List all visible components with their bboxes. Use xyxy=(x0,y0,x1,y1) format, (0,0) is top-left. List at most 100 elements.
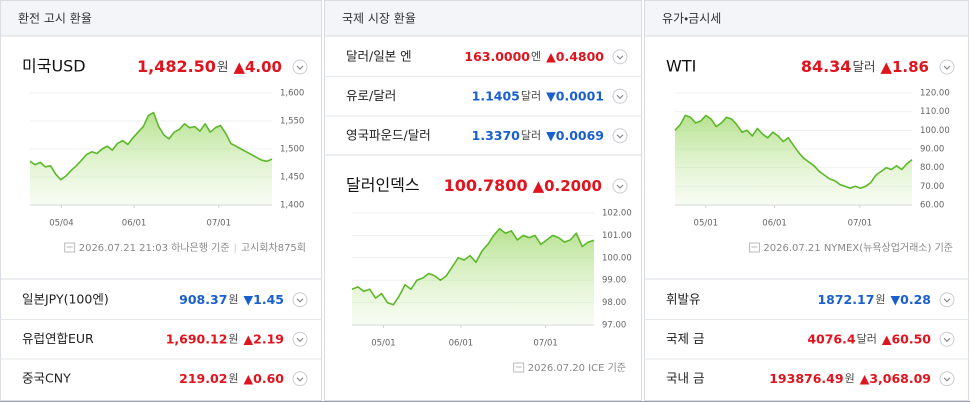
quote-change: ▲2.19 xyxy=(244,331,284,346)
expand-button[interactable] xyxy=(939,59,955,75)
expand-button[interactable] xyxy=(292,292,308,308)
row-name: 유로/달러 xyxy=(346,88,396,103)
quote-value: 1.3370 xyxy=(472,127,521,142)
quote-value: 4076.4 xyxy=(807,331,856,346)
quote-value: 84.34 xyxy=(801,57,852,76)
quote-change: ▲0.2000 xyxy=(533,177,602,195)
chevron-icon[interactable] xyxy=(616,184,624,189)
expand-button[interactable] xyxy=(292,59,308,75)
chevron-icon[interactable] xyxy=(943,298,951,303)
footer: 2026.07.20 ICE 기준 xyxy=(528,362,626,374)
x-tick-label: 06/01 xyxy=(122,219,147,229)
y-tick-label: 1,550 xyxy=(280,117,304,127)
expand-button[interactable] xyxy=(939,331,955,347)
button-circle[interactable] xyxy=(939,59,955,75)
area xyxy=(352,228,594,325)
quote-value: 1872.17 xyxy=(817,291,874,306)
y-tick-label: 110.00 xyxy=(920,107,950,117)
quote: 1872.17원 ▼0.28 xyxy=(817,291,931,306)
y-tick-label: 100.00 xyxy=(602,253,632,263)
quote-row: 유럽연합EUR 1,690.12원 ▲2.19 xyxy=(0,319,322,347)
panel-header-bg xyxy=(325,1,641,36)
quote-value: 1,690.12 xyxy=(166,331,228,346)
y-tick-label: 120.00 xyxy=(920,89,950,99)
expand-button[interactable] xyxy=(612,178,628,194)
chevron-icon[interactable] xyxy=(296,65,304,70)
line xyxy=(674,114,913,189)
row-name: 일본JPY(100엔) xyxy=(22,291,109,306)
y-tick-label: 90.00 xyxy=(920,145,944,155)
chevron-icon[interactable] xyxy=(296,337,304,343)
quote-change: ▲1.86 xyxy=(880,58,929,76)
quote: 1.1405달러 ▼0.0001 xyxy=(472,88,604,103)
expand-button[interactable] xyxy=(292,371,308,387)
quote-value: 219.02 xyxy=(179,370,227,385)
line xyxy=(29,111,273,181)
quote-unit: 원 xyxy=(875,293,885,306)
quote-unit: 달러 xyxy=(521,129,541,142)
row-name: 영국파운드/달러 xyxy=(346,127,431,142)
button-circle[interactable] xyxy=(292,292,308,308)
quote: 1,690.12원 ▲2.19 xyxy=(166,331,284,346)
row-name: 달러/일본 엔 xyxy=(346,48,412,63)
quote-unit: 원 xyxy=(228,372,238,385)
y-tick-label: 60.00 xyxy=(920,201,944,211)
quote-change: ▲4.00 xyxy=(233,58,282,76)
button-circle[interactable] xyxy=(939,292,955,308)
area xyxy=(30,112,272,205)
y-tick-label: 97.00 xyxy=(602,321,626,331)
chevron-icon[interactable] xyxy=(616,55,624,60)
quote-row: 영국파운드/달러 1.3370달러 ▼0.0069 xyxy=(324,115,642,144)
quote-change: ▲3,068.09 xyxy=(860,370,931,385)
quote-unit: 원 xyxy=(228,332,238,345)
button-circle[interactable] xyxy=(612,49,628,65)
button-circle[interactable] xyxy=(292,371,308,387)
expand-button[interactable] xyxy=(612,128,628,144)
chevron-icon[interactable] xyxy=(943,337,951,343)
footer-icon xyxy=(64,242,76,253)
chevron-icon[interactable] xyxy=(296,298,304,303)
quote-unit: 달러 xyxy=(857,332,877,345)
button-circle[interactable] xyxy=(612,178,628,194)
main-name: 달러인덱스 xyxy=(346,176,420,195)
y-tick-label: 1,450 xyxy=(280,173,304,183)
expand-button[interactable] xyxy=(612,88,628,104)
y-tick-label: 80.00 xyxy=(920,163,944,173)
button-circle[interactable] xyxy=(612,128,628,144)
x-tick-label: 06/01 xyxy=(449,339,474,349)
chevron-icon[interactable] xyxy=(943,377,951,382)
x-tick-label: 06/01 xyxy=(762,219,787,229)
quote-unit: 달러 xyxy=(852,59,875,74)
line xyxy=(351,227,595,306)
button-circle[interactable] xyxy=(939,331,955,347)
y-tick-label: 100.00 xyxy=(920,126,950,136)
footer: 2026.07.21 NYMEX(뉴욕상업거래소) 기준 xyxy=(763,241,953,254)
expand-button[interactable] xyxy=(612,49,628,65)
quote-change: ▲0.60 xyxy=(244,370,285,385)
button-circle[interactable] xyxy=(292,59,308,75)
expand-button[interactable] xyxy=(939,292,955,308)
quote-value: 908.37 xyxy=(179,291,227,306)
main-name: WTI xyxy=(666,57,696,76)
x-tick-label: 07/01 xyxy=(207,219,232,229)
quote: 193876.49원 ▲3,068.09 xyxy=(769,370,931,385)
chevron-icon[interactable] xyxy=(296,377,304,382)
expand-button[interactable] xyxy=(292,331,308,347)
expand-button[interactable] xyxy=(939,371,955,387)
footer-icon xyxy=(748,242,760,253)
y-tick-label: 99.00 xyxy=(602,276,626,286)
row-name: 휘발유 xyxy=(666,291,701,306)
button-circle[interactable] xyxy=(292,331,308,347)
button-circle[interactable] xyxy=(939,371,955,387)
chevron-icon[interactable] xyxy=(616,134,624,139)
y-tick-label: 98.00 xyxy=(602,298,626,308)
chevron-icon[interactable] xyxy=(943,65,951,70)
button-circle[interactable] xyxy=(612,88,628,104)
quote: 908.37원 ▼1.45 xyxy=(179,291,284,306)
quote: 1,482.50원 ▲4.00 xyxy=(137,57,282,76)
footer-text: 2026.07.21 NYMEX(뉴욕상업거래소) 기준 xyxy=(763,241,953,254)
chevron-icon[interactable] xyxy=(616,94,624,100)
quote-change: ▼0.0069 xyxy=(546,127,604,142)
